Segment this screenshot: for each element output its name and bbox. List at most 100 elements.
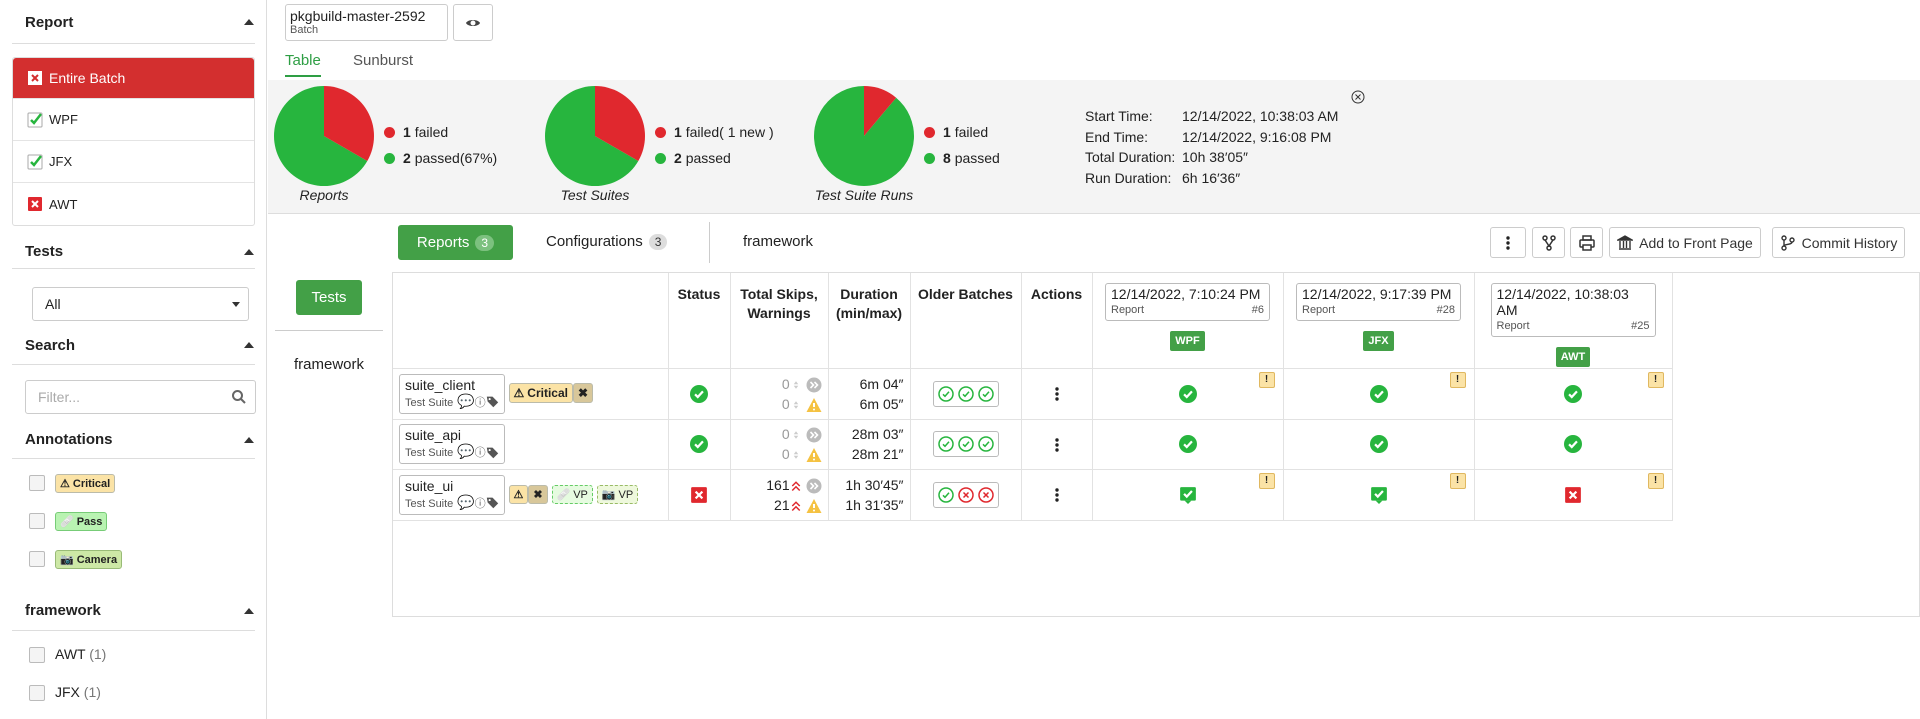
header: Total Skips, Warnings	[730, 273, 829, 369]
report-id: #28	[1436, 304, 1455, 316]
annotation-label: Camera	[76, 553, 118, 566]
item-label: AWT	[49, 196, 78, 212]
report-id: #6	[1251, 304, 1264, 316]
report-date: 12/14/2022, 7:10:24 PM	[1111, 286, 1261, 302]
header: Older Batches	[910, 273, 1022, 369]
section-title: Tests	[25, 243, 64, 260]
suite-name[interactable]: suite_ui Test Suite 💬ⓘ	[399, 474, 505, 515]
row: suite_client Test Suite 💬ⓘ ⚠ Critical ✖ 0 …	[393, 368, 1673, 420]
tests-button[interactable]: Tests	[296, 280, 362, 315]
item-label: WPF	[49, 112, 78, 127]
framework-item[interactable]: JFX (1)	[29, 684, 101, 702]
type: Test Suite	[405, 447, 454, 459]
report-item[interactable]: JFX	[13, 141, 254, 183]
reports-tab[interactable]: Reports 3	[398, 225, 513, 260]
legend-label: passed	[954, 150, 1000, 166]
pie-slice	[864, 86, 897, 136]
sidebar: Report Entire Batch WPF JFX AWT Tests Al…	[0, 0, 267, 719]
menu-button[interactable]	[1490, 227, 1526, 258]
pie-chart	[545, 86, 645, 186]
report-item[interactable]: AWT	[13, 183, 254, 225]
report-badge: JFX	[1363, 331, 1394, 351]
report-header: 12/14/2022, 9:17:39 PM Report #28 JFX	[1283, 273, 1475, 369]
results-table: Status Total Skips, Warnings Duration (m…	[393, 273, 1673, 521]
suite-name[interactable]: suite_api Test Suite 💬ⓘ	[399, 424, 505, 464]
report-type: Report	[1111, 304, 1145, 316]
report-date: 12/14/2022, 9:17:39 PM	[1302, 286, 1452, 302]
section-title: Report	[25, 14, 74, 31]
header: Duration (min/max)	[828, 273, 911, 369]
annotation-item[interactable]: 📷 Camera	[29, 550, 123, 569]
tab[interactable]: Sunburst	[353, 52, 414, 69]
legend-count: 1	[674, 124, 682, 140]
time-labels: Start Time: End Time: Total Duration: Run D…	[1085, 106, 1175, 188]
legend-count: 2	[403, 150, 411, 166]
legend-dot	[384, 152, 395, 164]
suite-name[interactable]: suite_client Test Suite 💬ⓘ	[399, 373, 505, 414]
header: Status	[668, 273, 731, 369]
report-id: #25	[1631, 320, 1650, 332]
time-value: 10h 38′05″	[1182, 149, 1248, 165]
label: Configurations	[546, 233, 643, 250]
report-item[interactable]: Entire Batch	[13, 58, 254, 99]
tag: VP	[573, 488, 588, 501]
annotation-item[interactable]: ⚠ Critical	[29, 474, 116, 493]
item-label: Entire Batch	[49, 70, 126, 86]
view-button[interactable]	[453, 4, 493, 41]
tab[interactable]: Table	[285, 52, 321, 77]
print-button[interactable]	[1570, 227, 1603, 258]
legend-label: failed( 1 new )	[685, 124, 774, 140]
legend-dot	[924, 126, 935, 138]
tests-select[interactable]: All	[32, 287, 249, 321]
legend-label: failed	[954, 124, 989, 140]
legend-text: 8 passed	[943, 150, 1000, 166]
batch-select[interactable]: pkgbuild-master-2592 Batch	[285, 4, 448, 41]
configurations-tab[interactable]: Configurations 3	[546, 233, 668, 250]
group-label[interactable]: framework	[743, 233, 814, 250]
legend-item: 2 passed	[655, 150, 731, 166]
legend-text: 1 failed( 1 new )	[674, 124, 774, 140]
add-front-page-button[interactable]: Add to Front Page	[1609, 227, 1761, 258]
header: Actions	[1021, 273, 1093, 369]
pie-slice	[274, 86, 368, 186]
duration-max: 6m 05″	[859, 395, 904, 412]
skips: 161	[766, 476, 790, 493]
tree-node[interactable]: framework	[293, 356, 364, 373]
annotation-label: Critical	[527, 386, 568, 401]
label: Add to Front Page	[1639, 234, 1753, 251]
framework-item[interactable]: AWT (1)	[29, 646, 106, 664]
warnings: 21	[774, 496, 790, 513]
name: suite_ui	[405, 477, 454, 494]
annotation-item[interactable]: 🩹 Pass	[29, 512, 108, 531]
label: Reports	[416, 234, 470, 251]
legend-item: 1 failed( 1 new )	[655, 124, 774, 140]
legend-dot	[655, 126, 666, 138]
legend-count: 2	[674, 150, 682, 166]
report-list: Entire Batch WPF JFX AWT	[12, 57, 255, 226]
close-icon[interactable]	[1351, 90, 1365, 104]
pie-chart	[274, 86, 374, 186]
batch-type: Batch	[290, 24, 319, 36]
legend-count: 8	[943, 150, 951, 166]
section-title: Annotations	[25, 431, 113, 448]
time-label: End Time:	[1085, 128, 1149, 145]
section-title: Search	[25, 337, 76, 354]
annotation-label: Critical	[72, 477, 111, 490]
pie-slice	[324, 86, 374, 161]
report-badge: AWT	[1555, 347, 1591, 367]
time-values: 12/14/2022, 10:38:03 AM 12/14/2022, 9:16:…	[1182, 106, 1338, 188]
merge-button[interactable]	[1532, 227, 1565, 258]
legend-label: passed(67%)	[414, 150, 498, 166]
name: suite_client	[405, 376, 476, 393]
report-header: 12/14/2022, 7:10:24 PM Report #6 WPF	[1092, 273, 1284, 369]
search-input[interactable]: Filter...	[25, 380, 256, 414]
pie-label: Test Suites	[560, 187, 630, 203]
type: Test Suite	[405, 497, 454, 510]
report-date: 12/14/2022, 10:38:03 AM	[1496, 286, 1629, 318]
duration-min: 6m 04″	[859, 375, 904, 392]
legend-item: 8 passed	[924, 150, 1000, 166]
time-label: Run Duration:	[1085, 169, 1172, 186]
report-item[interactable]: WPF	[13, 99, 254, 141]
legend-text: 2 passed	[674, 150, 731, 166]
commit-history-button[interactable]: Commit History	[1772, 227, 1905, 258]
